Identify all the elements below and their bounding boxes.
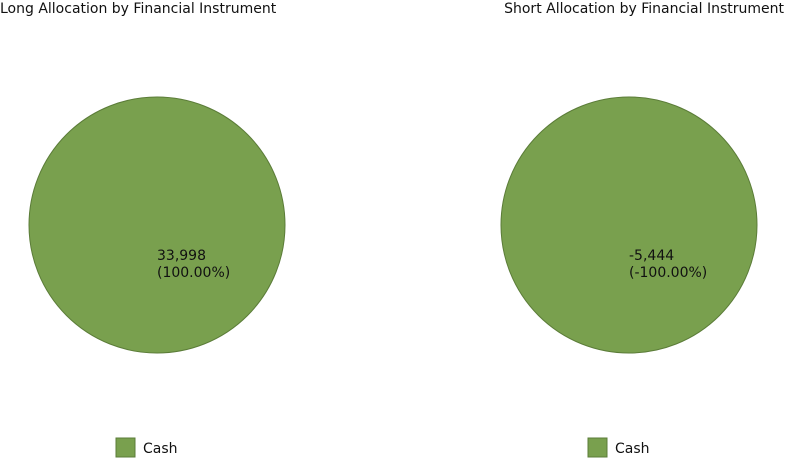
slice-value-label: -5,444	[629, 248, 674, 264]
legend-label: Cash	[615, 441, 650, 457]
pie-slice	[500, 96, 758, 354]
slice-percent-label: (-100.00%)	[629, 265, 707, 281]
pie-slice	[28, 96, 286, 354]
slice-value-label: 33,998	[157, 248, 206, 264]
legend-swatch	[587, 437, 608, 458]
chart-title: Long Allocation by Financial Instrument	[0, 1, 277, 17]
legend-swatch	[115, 437, 136, 458]
slice-percent-label: (100.00%)	[157, 265, 230, 281]
chart-title: Short Allocation by Financial Instrument	[504, 1, 784, 17]
legend-label: Cash	[143, 441, 178, 457]
